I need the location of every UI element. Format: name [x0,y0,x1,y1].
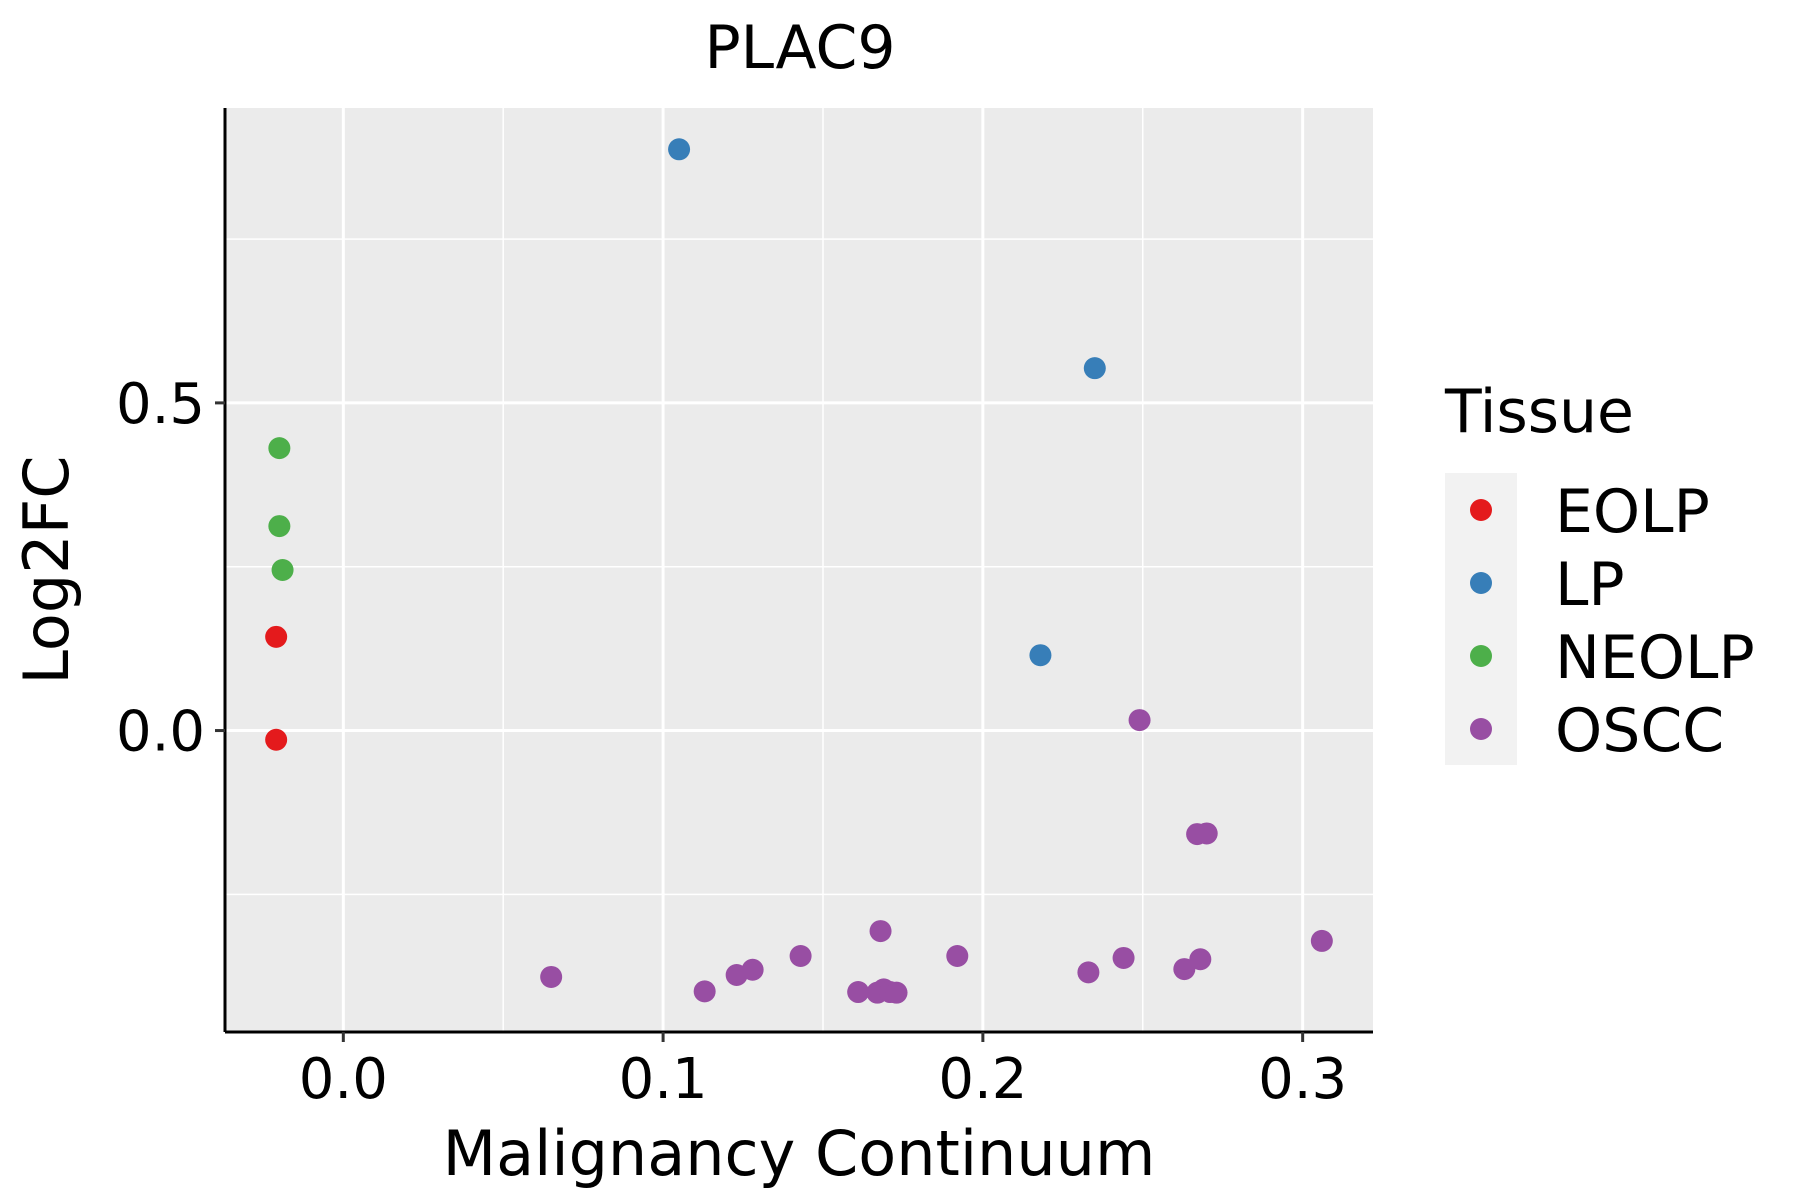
point-oscc [1173,958,1196,981]
point-oscc [540,965,563,988]
point-oscc [1195,822,1218,845]
y-tick-label: 0.5 [116,372,205,437]
plot-panel [225,108,1373,1032]
point-neolp [268,515,291,538]
y-axis-ticks: 0.0 0.5 [116,372,225,765]
x-tick-label: 0.1 [619,1047,708,1112]
point-oscc [869,920,892,943]
x-tick-label: 0.2 [938,1047,1027,1112]
point-lp [668,138,691,161]
point-oscc [741,958,764,981]
y-tick-label: 0.0 [116,700,205,765]
point-oscc [847,981,870,1004]
point-oscc [1189,948,1212,971]
point-lp [1029,644,1052,667]
x-axis-ticks: 0.0 0.1 0.2 0.3 [299,1032,1347,1112]
point-oscc [1310,929,1333,952]
y-axis-title: Log2FC [10,455,83,684]
point-lp [1083,357,1106,380]
legend-key-neolp [1470,645,1492,667]
minor-gridlines [225,108,1373,1032]
legend-key-lp [1470,572,1492,594]
legend-label-neolp: NEOLP [1555,623,1755,693]
legend-label-oscc: OSCC [1555,696,1724,766]
legend-title: Tissue [1444,377,1634,447]
legend-label-lp: LP [1555,550,1625,620]
point-neolp [271,559,294,581]
x-tick-label: 0.3 [1258,1047,1347,1112]
point-oscc [885,981,908,1004]
legend-key-eolp [1470,499,1492,521]
point-oscc [946,944,969,967]
point-oscc [789,944,812,967]
point-oscc [693,980,716,1003]
data-points [265,138,1333,1004]
chart-title: PLAC9 [704,13,895,83]
point-oscc [1128,709,1151,732]
x-tick-label: 0.0 [299,1047,388,1112]
legend-key-background [1445,473,1517,765]
legend-key-oscc [1470,718,1492,740]
point-eolp [265,625,288,648]
point-oscc [1077,961,1100,984]
point-neolp [268,437,291,460]
legend-label-eolp: EOLP [1555,477,1710,547]
major-gridlines [225,108,1373,1032]
point-oscc [1112,946,1135,969]
x-axis-title: Malignancy Continuum [443,1117,1156,1190]
point-eolp [265,728,288,751]
